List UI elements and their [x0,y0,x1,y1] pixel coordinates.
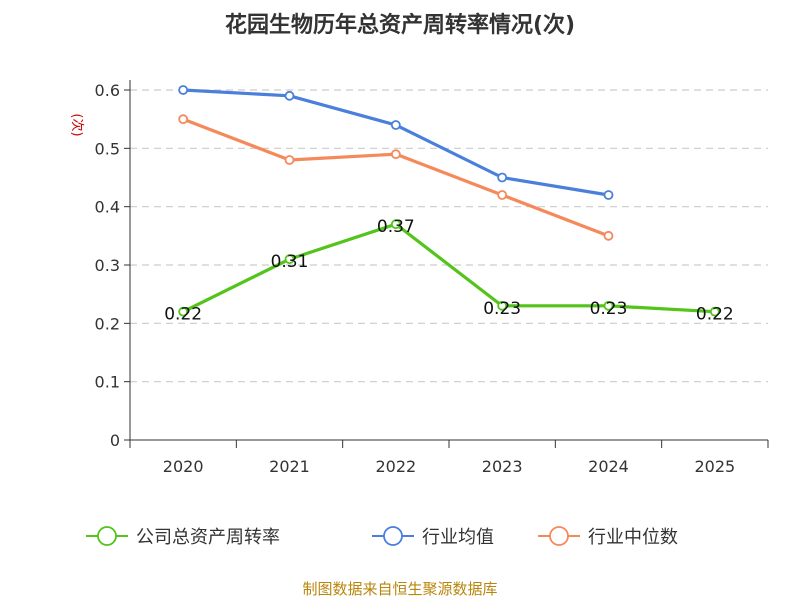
y-tick-label: 0.3 [95,256,120,275]
axes: 0 0.1 0.2 0.3 0.4 0.5 0.6 2020 2021 2022 2023 2024 2… [95,80,769,476]
data-point [390,149,401,160]
legend-label: 行业均值 [422,527,494,548]
y-tick-label: 0.6 [95,81,120,100]
data-point [284,90,295,101]
data-labels: 0.22 0.31 0.37 0.23 0.23 0.22 [164,217,734,324]
y-tick-label: 0.1 [95,373,120,392]
data-point [284,155,295,165]
data-point [390,120,401,130]
data-point [178,114,189,125]
data-point [390,219,401,230]
data-point [709,306,720,317]
data-point [603,230,614,241]
legend-marker [97,526,117,546]
y-tick-label: 0.5 [95,139,120,158]
legend-marker [549,526,569,546]
data-point [178,85,189,95]
x-tick-label: 2024 [588,457,629,476]
chart-title: 花园生物历年总资产周转率情况(次) [225,12,575,38]
data-label: 0.22 [696,305,734,325]
data-point [603,190,614,200]
y-tick-label: 0.2 [95,314,120,333]
data-point [497,300,508,311]
data-point [497,172,508,183]
x-tick-label: 2021 [269,457,310,476]
x-tick-label: 2022 [375,457,416,476]
legend: 公司总资产周转率 行业均值 行业中位数 [86,526,678,548]
legend-label: 行业中位数 [588,527,678,548]
data-point [284,254,295,265]
series-line [182,222,715,314]
y-tick-label: 0.4 [95,198,120,217]
data-label: 0.23 [590,299,628,319]
y-tick-label: 0 [110,431,120,450]
data-point [178,306,189,317]
data-label: 0.37 [377,217,415,237]
x-tick-label: 2025 [694,457,735,476]
data-label: 0.23 [483,299,521,319]
legend-label: 公司总资产周转率 [136,527,280,548]
legend-marker [383,526,403,546]
x-tick-label: 2020 [163,457,204,476]
y-axis-label: (次) [69,113,85,136]
grid-lines [130,89,768,383]
data-label: 0.31 [271,252,309,272]
data-point [603,300,614,311]
source-note: 制图数据来自恒生聚源数据库 [302,580,497,598]
x-tick-label: 2023 [482,457,523,476]
data-point [497,190,508,200]
series-layer [178,85,720,317]
data-label: 0.22 [164,305,202,325]
